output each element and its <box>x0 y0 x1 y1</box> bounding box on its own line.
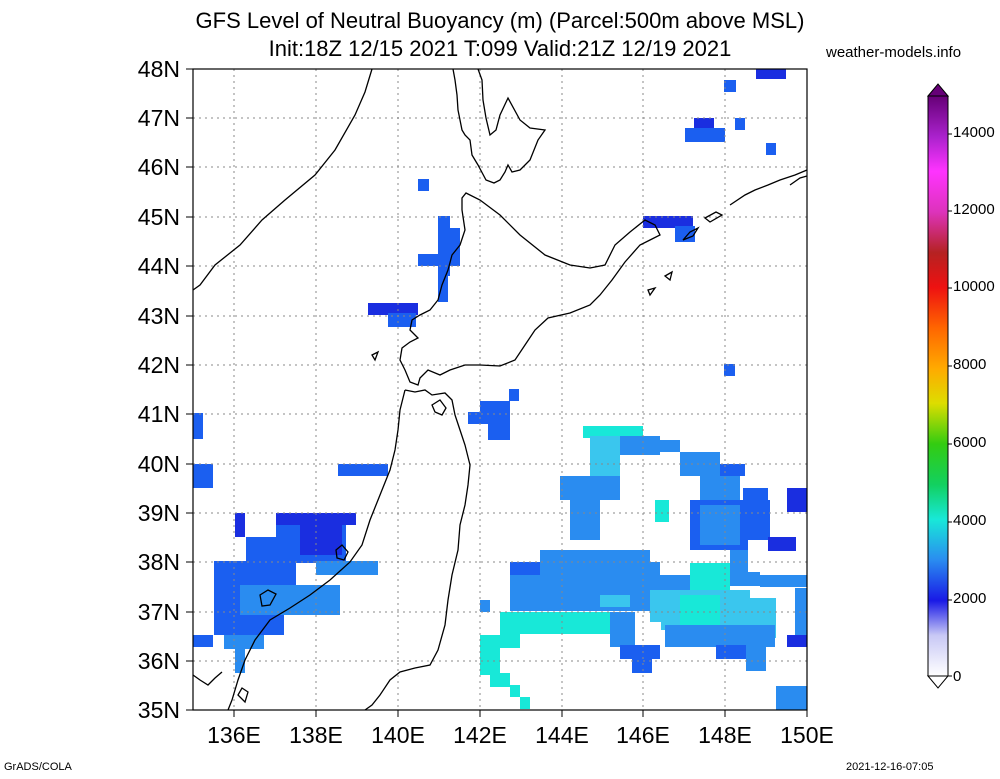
map-subtitle: Init:18Z 12/15 2021 T:099 Valid:21Z 12/1… <box>268 36 732 61</box>
axis-ticks <box>186 68 808 717</box>
lat-label: 44N <box>137 253 180 279</box>
colorbar-label: 10000 <box>953 278 995 295</box>
colorbar-label: 8000 <box>953 356 987 373</box>
lat-label: 37N <box>137 599 180 625</box>
colorbar-label: 2000 <box>953 590 987 607</box>
coastlines <box>192 68 808 711</box>
lon-label: 140E <box>371 722 425 748</box>
footer-credit: GrADS/COLA <box>4 761 72 773</box>
lat-label: 47N <box>137 105 180 131</box>
lon-label: 146E <box>616 722 670 748</box>
colorbar-label: 0 <box>953 668 962 685</box>
lat-label: 39N <box>137 500 180 526</box>
colorbar <box>926 83 952 689</box>
map-title: GFS Level of Neutral Buoyancy (m) (Parce… <box>195 8 805 33</box>
colorbar-label: 6000 <box>953 434 987 451</box>
graticule <box>193 69 807 710</box>
colorbar-label: 12000 <box>953 201 995 218</box>
colorbar-label: 4000 <box>953 512 987 529</box>
map-frame <box>192 68 808 711</box>
lon-label: 138E <box>289 722 343 748</box>
lat-label: 41N <box>137 401 180 427</box>
lon-label: 148E <box>698 722 752 748</box>
lat-label: 48N <box>137 56 180 82</box>
lat-label: 43N <box>137 303 180 329</box>
lat-label: 45N <box>137 204 180 230</box>
lat-label: 46N <box>137 154 180 180</box>
lat-label: 36N <box>137 648 180 674</box>
lon-label: 136E <box>207 722 261 748</box>
lat-label: 35N <box>137 697 180 723</box>
lat-label: 38N <box>137 549 180 575</box>
lat-label: 42N <box>137 352 180 378</box>
lat-label: 40N <box>137 451 180 477</box>
lon-label: 150E <box>780 722 834 748</box>
footer-timestamp: 2021-12-16-07:05 <box>846 761 934 773</box>
site-label: weather-models.info <box>826 44 962 61</box>
lon-label: 142E <box>453 722 507 748</box>
buoyancy-shading <box>193 69 807 710</box>
colorbar-label: 14000 <box>953 124 995 141</box>
lon-label: 144E <box>535 722 589 748</box>
